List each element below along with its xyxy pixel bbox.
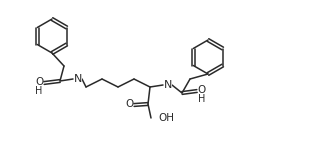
Text: H: H xyxy=(35,86,43,96)
Text: O: O xyxy=(35,77,43,87)
Text: N: N xyxy=(74,74,82,84)
Text: N: N xyxy=(164,80,172,90)
Text: H: H xyxy=(198,94,206,104)
Text: O: O xyxy=(125,99,133,109)
Text: OH: OH xyxy=(158,113,174,123)
Text: O: O xyxy=(198,85,206,95)
